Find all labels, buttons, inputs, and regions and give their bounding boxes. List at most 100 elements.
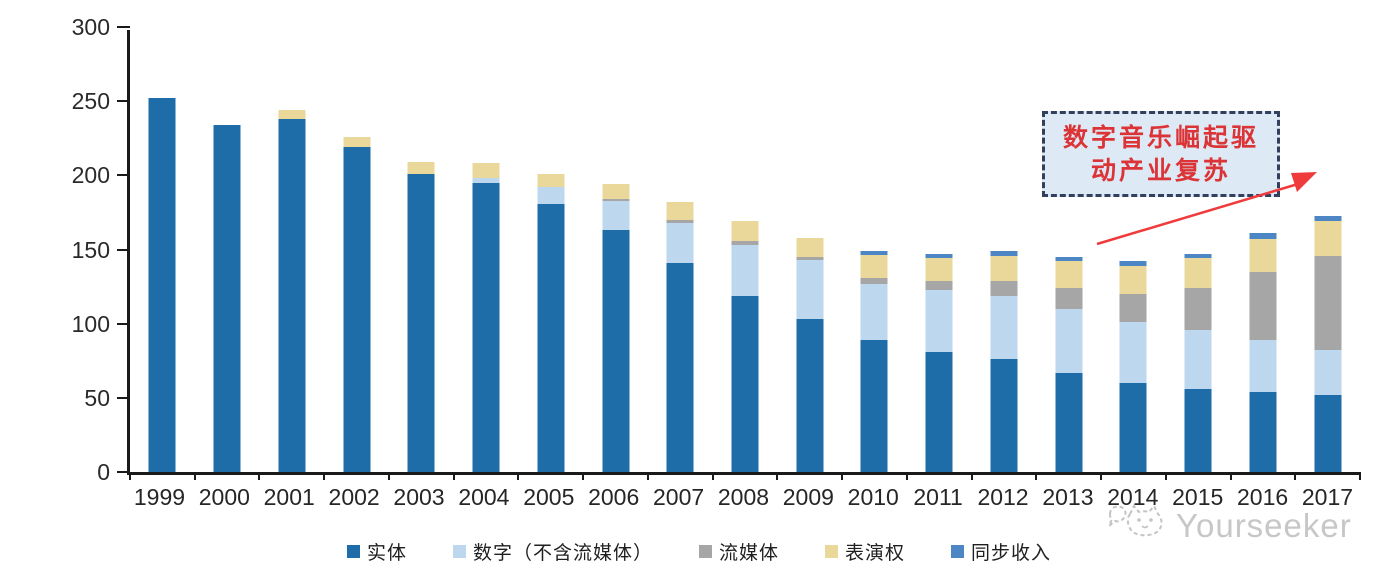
bar-segment-流媒体 [990, 280, 1018, 296]
x-axis-tick [1359, 472, 1361, 480]
bar-segment-流媒体 [1119, 294, 1147, 323]
y-axis-tick [117, 26, 130, 28]
bar-stack [1055, 256, 1083, 472]
bar-segment-实体 [472, 182, 500, 472]
y-axis-tick-label: 250 [71, 88, 110, 115]
bar-stack [537, 173, 565, 472]
bar-segment-表演权 [343, 136, 371, 148]
x-axis-label: 2015 [1172, 484, 1224, 510]
bar-segment-数字（不含流媒体） [1314, 350, 1342, 395]
legend-item: 实体 [346, 538, 407, 565]
x-axis-label: 2005 [523, 484, 575, 510]
bar-segment-实体 [925, 351, 953, 472]
bar-segment-数字（不含流媒体） [666, 222, 694, 263]
bar-stack [407, 162, 435, 472]
bar-segment-数字（不含流媒体） [925, 289, 953, 352]
bar-stack [1184, 253, 1212, 472]
x-axis-tick [582, 472, 585, 480]
x-axis-tick [387, 472, 390, 480]
bar-segment-实体 [666, 262, 694, 472]
bar-column-2010 [842, 30, 907, 472]
bar-stack [278, 110, 306, 472]
x-axis-tick [323, 472, 326, 480]
bar-segment-实体 [537, 203, 565, 472]
x-axis-tick [841, 472, 844, 480]
x-axis-label: 2010 [847, 484, 899, 510]
y-axis-tick [117, 248, 130, 251]
bar-column-2007 [648, 30, 713, 472]
bar-segment-数字（不含流媒体） [602, 200, 629, 231]
x-axis-labels: 1999 2000 2001 2002 2003 2004 2005 2006 2007 2008… [127, 484, 1360, 511]
x-axis-tick [905, 472, 908, 480]
legend-swatch-icon [951, 545, 965, 558]
bar-segment-数字（不含流媒体） [731, 245, 759, 296]
bar-stack [343, 136, 371, 472]
bar-segment-流媒体 [796, 256, 824, 260]
bar-segment-同步收入 [1055, 256, 1083, 262]
y-axis-tick-label: 200 [71, 162, 110, 189]
bar-column-2001 [259, 30, 324, 472]
x-axis-label: 2004 [458, 484, 510, 510]
bar-column-2008 [713, 30, 778, 472]
bar-segment-数字（不含流媒体） [472, 178, 500, 183]
bar-column-2013 [1036, 30, 1101, 472]
bar-segment-表演权 [602, 184, 629, 200]
bar-segment-实体 [1184, 388, 1212, 472]
bar-segment-流媒体 [1184, 288, 1212, 330]
x-axis-tick [1294, 472, 1297, 480]
bar-segment-流媒体 [1249, 271, 1277, 341]
watermark-text: Yourseeker [1176, 507, 1352, 544]
bar-column-2003 [389, 30, 454, 472]
bar-segment-流媒体 [602, 199, 629, 201]
bar-segment-流媒体 [1055, 288, 1083, 309]
bar-segment-实体 [407, 173, 435, 472]
bar-stack [1314, 215, 1342, 472]
x-axis-tick [970, 472, 973, 480]
bar-stack [666, 202, 694, 472]
x-axis-label: 1999 [133, 484, 186, 510]
x-axis-tick [1229, 472, 1232, 480]
x-axis-tick [1164, 472, 1167, 480]
bar-stack [860, 250, 888, 472]
bar-segment-表演权 [407, 162, 435, 174]
bar-stack [925, 253, 953, 472]
bar-segment-实体 [1055, 372, 1083, 472]
bar-stack [472, 163, 500, 472]
bar-segment-数字（不含流媒体） [1119, 322, 1147, 383]
x-axis-tick [1100, 472, 1103, 480]
legend-swatch-icon [452, 545, 466, 558]
bar-segment-表演权 [925, 258, 953, 281]
bar-column-2014 [1101, 30, 1166, 472]
legend-label: 实体 [366, 543, 407, 564]
plot-area: 0 50 100 150 200 250 300 [72, 15, 1361, 484]
bar-segment-实体 [1314, 394, 1342, 472]
bar-stack [731, 221, 759, 472]
y-axis-tick [117, 471, 130, 473]
x-axis-label: 2017 [1301, 484, 1354, 510]
bar-segment-表演权 [731, 221, 759, 241]
y-axis-tick [117, 174, 130, 177]
bar-segment-表演权 [537, 173, 565, 188]
bar-segment-表演权 [1249, 239, 1277, 272]
legend-label: 流媒体 [718, 543, 779, 564]
x-axis-tick [452, 472, 455, 480]
legend-swatch-icon [698, 545, 712, 558]
x-axis-label: 2000 [198, 484, 250, 510]
y-axis-tick [117, 100, 130, 103]
legend-item: 流媒体 [698, 538, 779, 565]
x-axis-label: 2013 [1042, 484, 1094, 510]
annotation-text-line1: 数字音乐崛起驱 [1062, 123, 1259, 152]
y-axis-tick-label: 50 [84, 384, 110, 411]
bar-segment-同步收入 [860, 250, 888, 256]
bar-segment-数字（不含流媒体） [1184, 329, 1212, 389]
bar-column-2002 [324, 30, 389, 472]
bar-segment-数字（不含流媒体） [537, 187, 565, 204]
x-axis-tick [646, 472, 649, 480]
y-axis-tick-label: 150 [71, 236, 110, 263]
bar-segment-实体 [1249, 391, 1277, 472]
bar-column-2015 [1166, 30, 1231, 472]
bar-segment-实体 [731, 295, 759, 472]
x-axis-label: 2009 [782, 484, 834, 510]
annotation-text-line2: 动产业复苏 [1090, 156, 1231, 185]
